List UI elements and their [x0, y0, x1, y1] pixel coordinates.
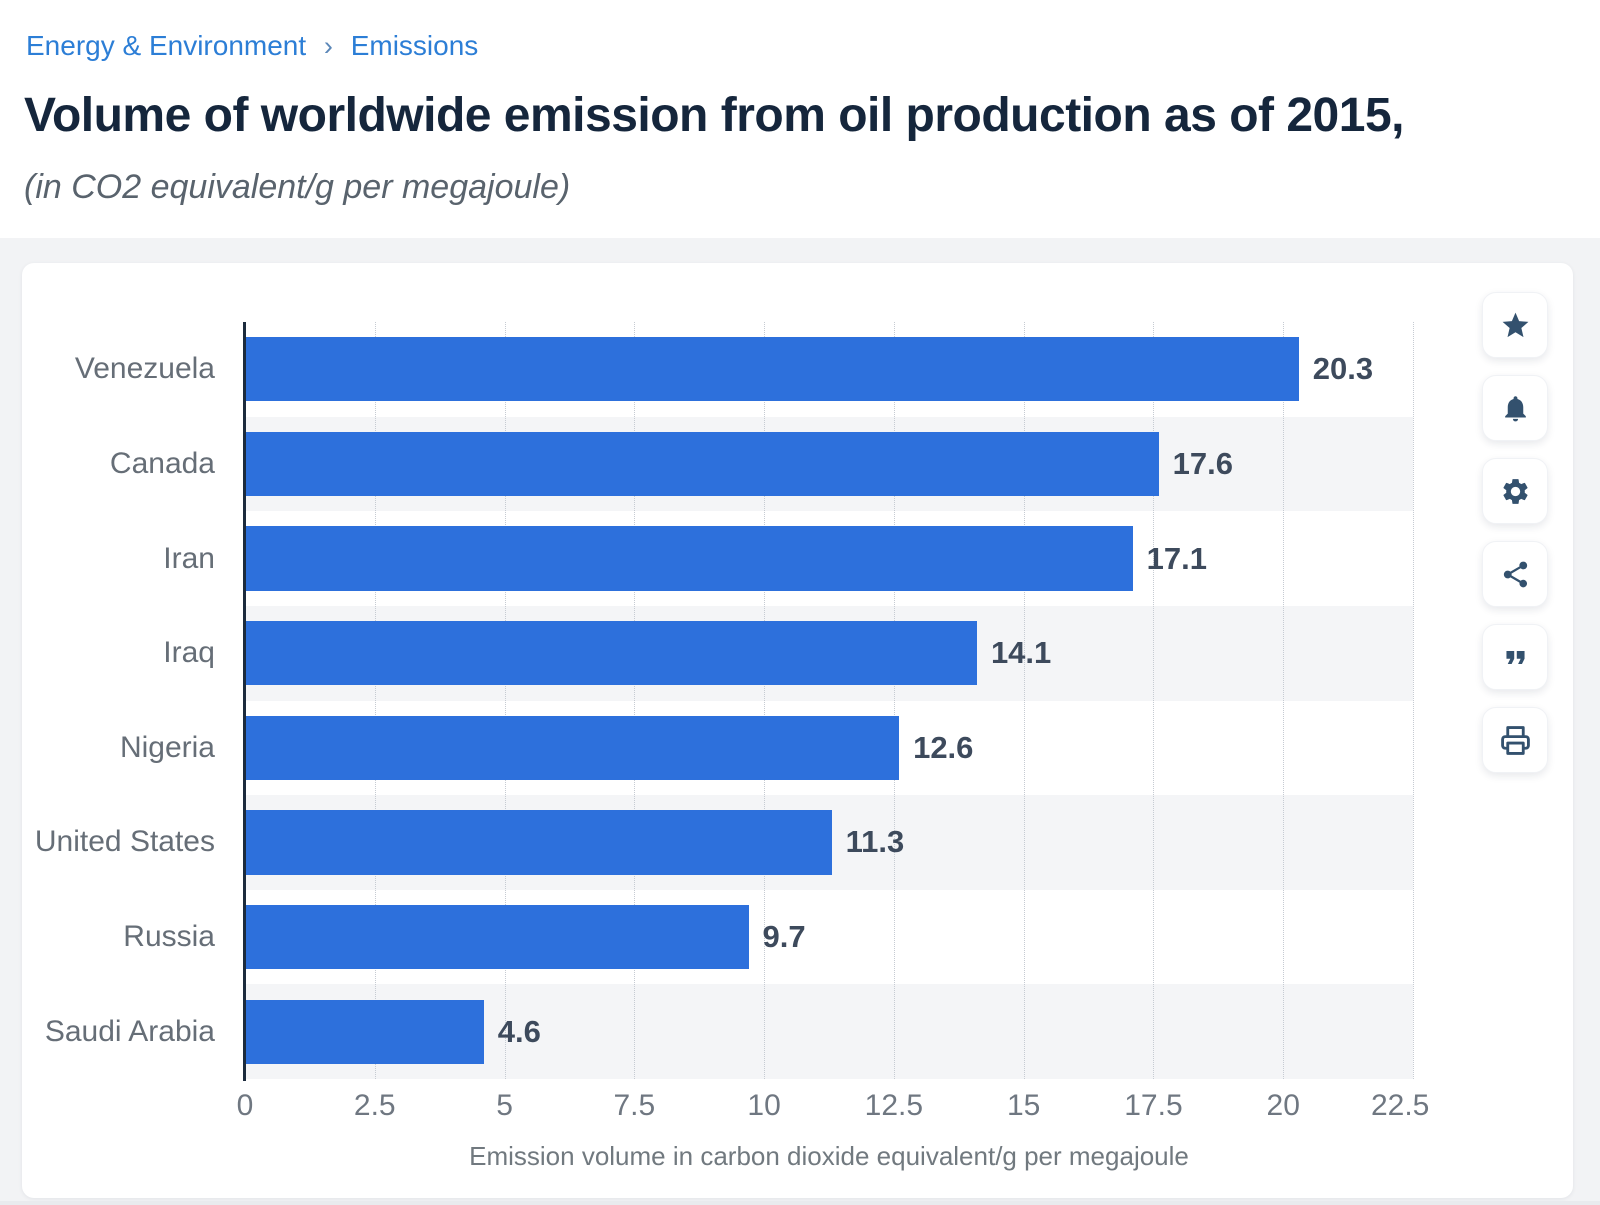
chart-row: 9.7	[245, 890, 1413, 985]
x-tick-label: 22.5	[1370, 1089, 1430, 1122]
category-axis-labels: Venezuela Canada Iran Iraq Nigeria United Sta…	[22, 322, 215, 1079]
x-tick-label: 15	[1006, 1089, 1041, 1122]
plot-area: 20.3 17.6 17.1 14.1 12.6 11.3 9.7 4.6	[243, 322, 1414, 1081]
gridline	[1413, 322, 1414, 1079]
gridline	[374, 322, 376, 1079]
gridline	[893, 322, 895, 1079]
share-button[interactable]	[1482, 541, 1548, 607]
breadcrumb-separator-icon: ›	[323, 31, 333, 61]
bar-nigeria[interactable]	[245, 715, 900, 780]
notification-bell-icon	[1504, 395, 1526, 421]
x-tick-label: 2.5	[353, 1089, 396, 1122]
gridline	[634, 322, 636, 1079]
share-icon	[1503, 561, 1527, 587]
page-bottom-edge	[0, 1201, 1600, 1205]
chart-row: 17.6	[245, 416, 1413, 512]
x-tick-label: 0	[236, 1089, 254, 1122]
category-label: Canada	[109, 446, 215, 480]
chart-row: 12.6	[245, 701, 1413, 796]
bar-venezuela[interactable]	[245, 337, 1299, 402]
x-tick-label: 5	[496, 1089, 513, 1122]
bar-value-label: 12.6	[913, 729, 974, 765]
category-label: Iraq	[163, 636, 215, 670]
bar-united-states[interactable]	[245, 810, 832, 875]
gridline	[764, 322, 766, 1079]
x-tick-label: 20	[1266, 1089, 1300, 1122]
page-subtitle: (in CO2 equivalent/g per megajoule)	[24, 168, 571, 206]
notification-bell-button[interactable]	[1482, 375, 1548, 441]
favorite-star-button[interactable]	[1482, 292, 1548, 358]
chart-row: 20.3	[245, 322, 1413, 417]
category-label: Venezuela	[74, 352, 215, 386]
bar-value-label: 9.7	[762, 919, 806, 955]
print-button[interactable]	[1482, 707, 1548, 773]
chart-row: 4.6	[245, 984, 1413, 1079]
x-tick-label: 12.5	[864, 1089, 924, 1122]
gridline	[1023, 322, 1025, 1079]
citation-quote-button[interactable]	[1482, 624, 1548, 690]
page-title: Volume of worldwide emission from oil pr…	[24, 89, 1404, 142]
category-label: Russia	[123, 920, 215, 954]
category-label: Saudi Arabia	[44, 1014, 215, 1048]
bar-iran[interactable]	[245, 526, 1133, 591]
favorite-star-icon	[1502, 312, 1528, 337]
chart-toolbar	[1482, 292, 1548, 773]
x-tick-label: 7.5	[613, 1089, 656, 1122]
settings-gear-button[interactable]	[1482, 458, 1548, 524]
category-label: Iran	[163, 541, 215, 575]
y-axis-line	[243, 322, 246, 1081]
bar-saudi-arabia[interactable]	[245, 999, 484, 1064]
bar-canada[interactable]	[245, 431, 1159, 497]
gridline	[1283, 322, 1285, 1079]
citation-quote-icon	[1505, 650, 1525, 664]
breadcrumb-link-emissions[interactable]: Emissions	[350, 30, 479, 61]
x-tick-label: 10	[747, 1089, 781, 1122]
chart-row: 17.1	[245, 511, 1413, 606]
bar-value-label: 14.1	[990, 635, 1052, 671]
settings-gear-icon	[1502, 478, 1528, 504]
category-label: Nigeria	[119, 730, 215, 764]
chart-card: Venezuela Canada Iran Iraq Nigeria United Sta…	[22, 263, 1573, 1198]
bar-value-label: 17.1	[1146, 540, 1208, 576]
breadcrumb: Energy & Environment › Emissions	[26, 30, 478, 62]
bar-value-label: 20.3	[1312, 351, 1374, 387]
bar-value-label: 17.6	[1172, 445, 1233, 481]
gridline	[1153, 322, 1155, 1079]
bar-value-label: 4.6	[497, 1013, 541, 1049]
bar-russia[interactable]	[245, 904, 749, 970]
chart-row: 11.3	[245, 795, 1413, 890]
chart-row: 14.1	[245, 605, 1413, 701]
bar-iraq[interactable]	[245, 621, 977, 686]
breadcrumb-link-energy-environment[interactable]: Energy & Environment	[26, 30, 307, 61]
x-tick-label: 17.5	[1124, 1089, 1183, 1122]
x-axis-tick-labels: 0 2.5 5 7.5 10 12.5 15 17.5 20 22.5	[237, 1089, 1430, 1129]
gridline	[504, 322, 506, 1079]
x-axis-title: Emission volume in carbon dioxide equiva…	[469, 1141, 1189, 1171]
print-icon	[1500, 725, 1530, 755]
bar-value-label: 11.3	[845, 824, 905, 860]
category-label: United States	[34, 825, 215, 859]
